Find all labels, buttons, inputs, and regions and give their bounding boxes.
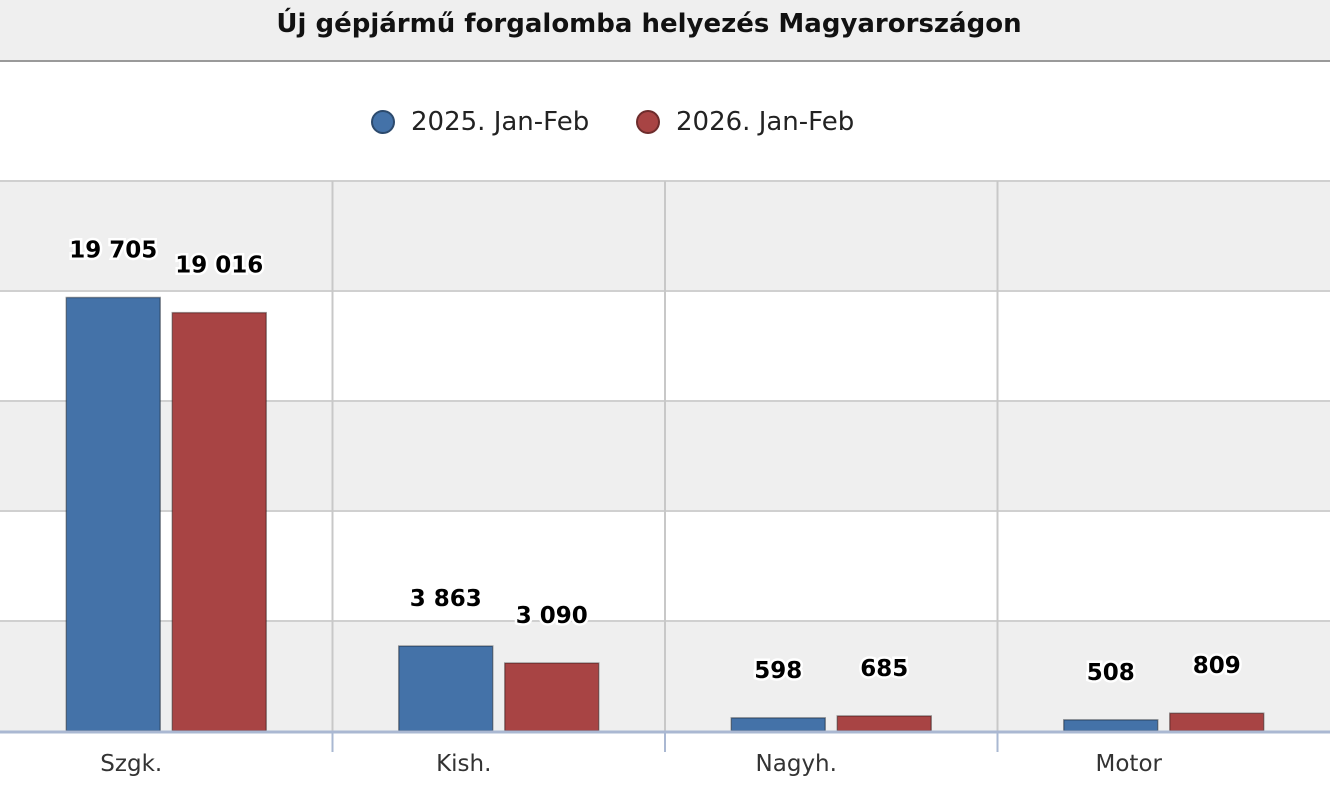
chart-header: Új gépjármű forgalomba helyezés Magyaror…	[0, 0, 1330, 62]
legend-label-series-1: 2025. Jan-Feb	[411, 107, 590, 137]
legend-item-series-2[interactable]: 2026. Jan-Feb	[636, 104, 854, 140]
chart-legend: 2025. Jan-Feb 2026. Jan-Feb	[0, 104, 1330, 140]
chart-title: Új gépjármű forgalomba helyezés Magyaror…	[276, 9, 1022, 39]
legend-item-series-1[interactable]: 2025. Jan-Feb	[371, 104, 589, 140]
data-label-series-1: 508	[1087, 660, 1135, 686]
data-label-series-2: 809	[1193, 653, 1241, 679]
bar-series-1[interactable]	[1063, 719, 1159, 732]
data-label-series-1: 598	[754, 658, 802, 684]
legend-marker-series-1	[371, 110, 395, 134]
x-tick-label: Motor	[1096, 751, 1163, 777]
legend-marker-series-2	[636, 110, 660, 134]
data-label-series-1: 19 705	[69, 237, 157, 263]
legend-label-series-2: 2026. Jan-Feb	[676, 107, 855, 137]
data-label-series-2: 685	[860, 656, 908, 682]
x-tick-label: Szgk.	[100, 751, 162, 777]
bar-series-2[interactable]	[836, 715, 932, 732]
x-tick-label: Kish.	[436, 751, 491, 777]
data-label-series-1: 3 863	[410, 586, 482, 612]
x-tick-label: Nagyh.	[756, 751, 837, 777]
data-label-series-2: 19 016	[175, 253, 263, 279]
bar-series-2[interactable]	[1169, 712, 1265, 732]
bar-series-1[interactable]	[65, 296, 161, 732]
bar-series-1[interactable]	[730, 717, 826, 732]
bar-series-1[interactable]	[398, 645, 494, 732]
bar-series-2[interactable]	[504, 662, 600, 732]
bar-series-2[interactable]	[171, 311, 267, 732]
data-label-series-2: 3 090	[516, 603, 588, 629]
